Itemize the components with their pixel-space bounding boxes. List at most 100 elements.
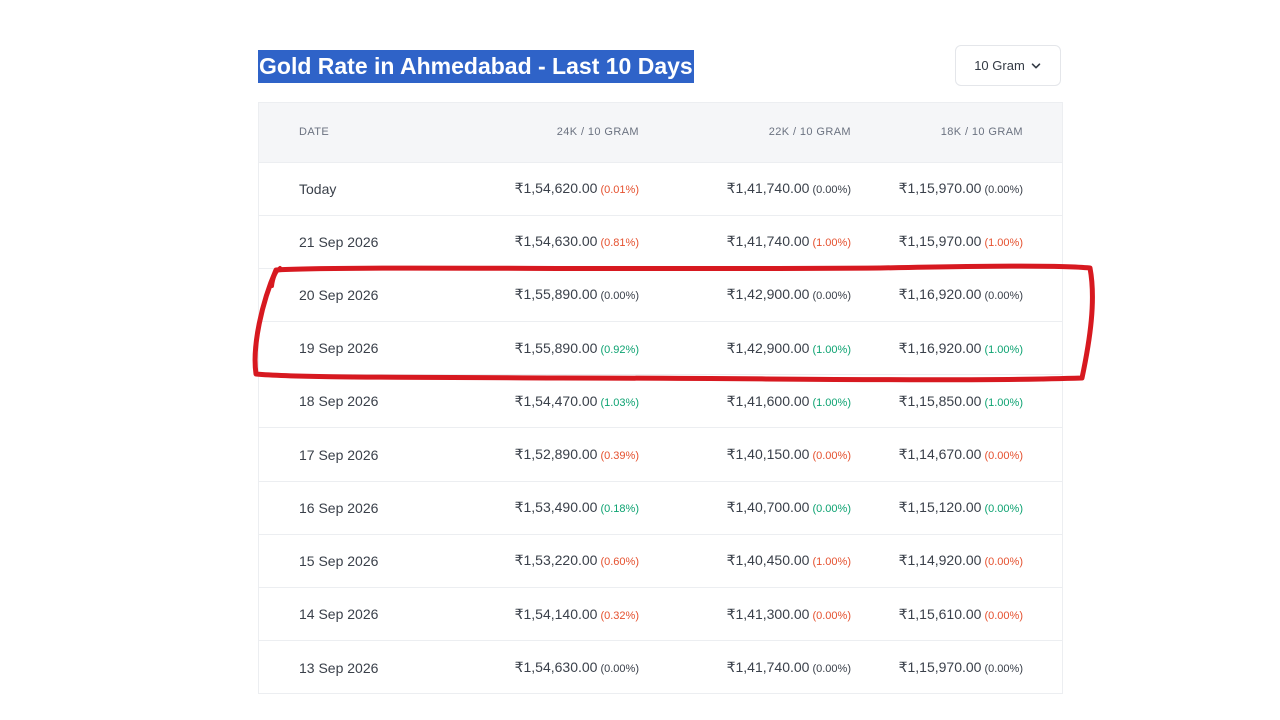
rate-cell-k22: ₹1,41,300.00 (0.00%) [639,586,851,641]
rate-cell-k22: ₹1,41,740.00 (0.00%) [639,640,851,694]
row-spacer [1023,427,1062,482]
table-row: 20 Sep 2026 ₹1,55,890.00 (0.00%) ₹1,42,900.… [259,267,1062,322]
rate-change: (0.00%) [984,503,1023,516]
rate-cell-k24: ₹1,55,890.00 (0.00%) [477,267,639,322]
rate-change: (0.18%) [600,503,639,516]
unit-dropdown[interactable]: 10 Gram [955,45,1061,86]
rate-cell-k22: ₹1,41,740.00 (0.00%) [639,162,851,215]
table-row: 17 Sep 2026 ₹1,52,890.00 (0.39%) ₹1,40,150.… [259,427,1062,482]
rate-price: ₹1,42,900.00 [726,286,810,303]
rate-cell-k24: ₹1,54,630.00 (0.00%) [477,640,639,694]
row-date: 21 Sep 2026 [259,214,477,269]
rate-price: ₹1,53,490.00 [514,499,598,516]
rate-change: (1.03%) [600,396,639,409]
row-spacer [1023,162,1062,215]
rate-cell-k18: ₹1,16,920.00 (0.00%) [851,267,1023,322]
row-spacer [1023,480,1062,535]
rate-cell-k18: ₹1,15,610.00 (0.00%) [851,586,1023,641]
rate-price: ₹1,55,890.00 [514,286,598,303]
rate-change: (1.00%) [984,343,1023,356]
column-header-spacer [1023,103,1062,163]
rate-cell-k18: ₹1,16,920.00 (1.00%) [851,321,1023,375]
rate-price: ₹1,41,740.00 [726,180,810,197]
rate-change: (0.00%) [812,663,851,676]
table-row: 14 Sep 2026 ₹1,54,140.00 (0.32%) ₹1,41,300.… [259,586,1062,641]
unit-dropdown-value: 10 Gram [974,58,1025,73]
rate-change: (0.00%) [984,184,1023,197]
rate-change: (0.00%) [984,290,1023,303]
rate-cell-k22: ₹1,40,150.00 (0.00%) [639,427,851,482]
rate-cell-k24: ₹1,54,470.00 (1.03%) [477,374,639,428]
rate-price: ₹1,52,890.00 [514,446,598,463]
table-row: 19 Sep 2026 ₹1,55,890.00 (0.92%) ₹1,42,900.… [259,321,1062,375]
rate-change: (1.00%) [812,396,851,409]
row-spacer [1023,586,1062,641]
chevron-down-icon [1030,60,1042,72]
rate-change: (1.00%) [812,556,851,569]
rate-cell-k18: ₹1,15,850.00 (1.00%) [851,374,1023,428]
row-date: 13 Sep 2026 [259,640,477,694]
rate-price: ₹1,40,150.00 [726,446,810,463]
rate-price: ₹1,16,920.00 [898,339,982,356]
rate-cell-k22: ₹1,40,450.00 (1.00%) [639,533,851,588]
row-date: Today [299,180,337,197]
row-spacer [1023,374,1062,428]
column-header-18k: 18K / 10 GRAM [851,103,1023,163]
rate-price: ₹1,15,610.00 [898,605,982,622]
rate-cell-k22: ₹1,41,600.00 (1.00%) [639,374,851,428]
rate-price: ₹1,41,740.00 [726,659,810,676]
row-date: 14 Sep 2026 [259,586,477,641]
rate-price: ₹1,41,300.00 [726,605,810,622]
rate-price: ₹1,54,630.00 [514,233,598,250]
rate-price: ₹1,42,900.00 [726,339,810,356]
row-date: 16 Sep 2026 [259,480,477,535]
column-header-24k: 24K / 10 GRAM [477,103,639,163]
rate-cell-k24: ₹1,54,140.00 (0.32%) [477,586,639,641]
rate-change: (0.00%) [812,609,851,622]
rate-change: (0.00%) [984,556,1023,569]
row-spacer [1023,214,1062,269]
rate-price: ₹1,54,140.00 [514,605,598,622]
rate-change: (0.60%) [600,556,639,569]
rate-cell-k22: ₹1,42,900.00 (1.00%) [639,321,851,375]
table-header-row: DATE 24K / 10 GRAM 22K / 10 GRAM 18K / 1… [259,103,1062,163]
rate-change: (0.00%) [812,290,851,303]
rate-change: (1.00%) [984,396,1023,409]
row-date: 15 Sep 2026 [259,533,477,588]
rate-price: ₹1,16,920.00 [898,286,982,303]
rate-price: ₹1,40,450.00 [726,552,810,569]
rate-cell-k18: ₹1,14,920.00 (0.00%) [851,533,1023,588]
rate-change: (0.00%) [600,663,639,676]
rate-cell-k18: ₹1,15,970.00 (0.00%) [851,162,1023,215]
rate-cell-k22: ₹1,41,740.00 (1.00%) [639,214,851,269]
rate-change: (1.00%) [984,237,1023,250]
rate-price: ₹1,14,670.00 [898,446,982,463]
row-date: 19 Sep 2026 [259,321,477,375]
row-date: 17 Sep 2026 [259,427,477,482]
rate-change: (1.00%) [812,343,851,356]
rate-price: ₹1,15,850.00 [898,392,982,409]
rate-price: ₹1,54,620.00 [514,180,598,197]
rate-cell-k24: ₹1,54,620.00 (0.01%) [477,162,639,215]
rate-price: ₹1,54,630.00 [514,659,598,676]
rate-price: ₹1,15,970.00 [898,659,982,676]
rate-cell-k18: ₹1,15,120.00 (0.00%) [851,480,1023,535]
rate-cell-k24: ₹1,53,220.00 (0.60%) [477,533,639,588]
row-spacer [1023,533,1062,588]
table-row: Today ₹1,54,620.00 (0.01%) ₹1,41,740.00 (0.0… [259,162,1062,215]
page-title: Gold Rate in Ahmedabad - Last 10 Days [258,50,694,83]
rate-price: ₹1,55,890.00 [514,339,598,356]
rate-change: (0.00%) [984,450,1023,463]
column-header-22k: 22K / 10 GRAM [639,103,851,163]
rate-change: (0.01%) [600,184,639,197]
table-row: 21 Sep 2026 ₹1,54,630.00 (0.81%) ₹1,41,740.… [259,214,1062,269]
rate-change: (0.00%) [812,450,851,463]
row-spacer [1023,267,1062,322]
rate-price: ₹1,15,970.00 [898,233,982,250]
gold-rate-table: DATE 24K / 10 GRAM 22K / 10 GRAM 18K / 1… [258,102,1063,694]
rate-cell-k22: ₹1,40,700.00 (0.00%) [639,480,851,535]
row-spacer [1023,640,1062,694]
rate-price: ₹1,54,470.00 [514,392,598,409]
rate-change: (0.00%) [984,609,1023,622]
rate-change: (0.00%) [984,663,1023,676]
